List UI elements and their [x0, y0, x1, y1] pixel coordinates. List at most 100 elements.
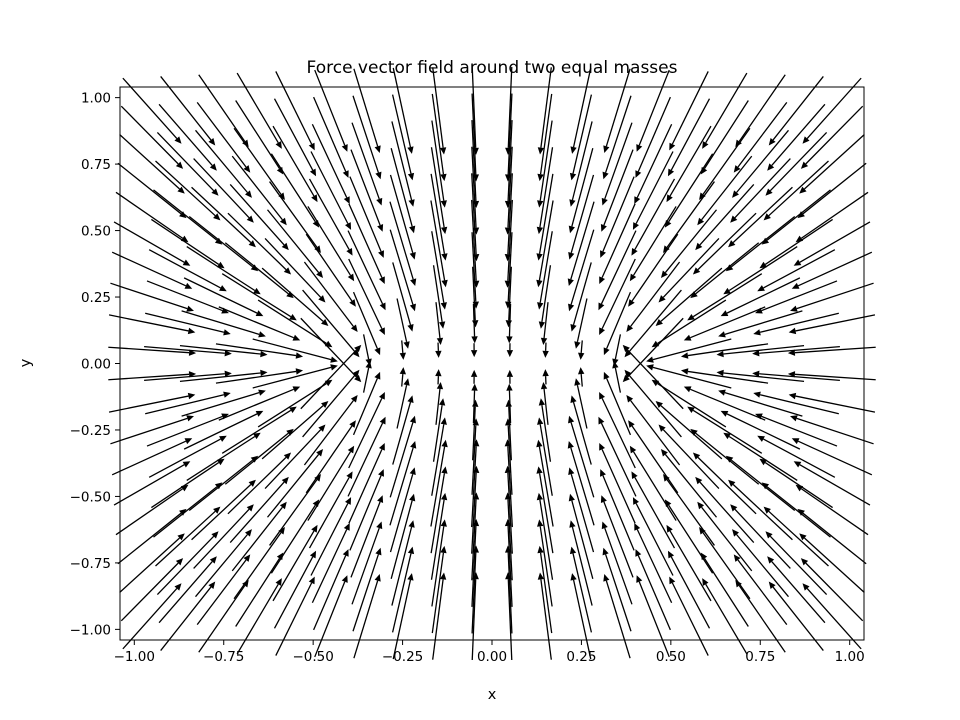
arrow-shaft — [111, 440, 187, 476]
arrow-shaft — [252, 338, 332, 361]
arrow-head — [664, 220, 672, 228]
field-arrow — [570, 395, 592, 465]
arrow-shaft — [570, 422, 595, 498]
arrow-head — [246, 504, 254, 512]
field-arrow — [574, 298, 588, 349]
arrow-shaft — [507, 199, 513, 281]
arrow-head — [666, 524, 673, 533]
arrow-shaft — [769, 535, 828, 595]
arrow-head — [683, 334, 692, 341]
arrow-head — [799, 186, 807, 194]
arrow-shaft — [310, 151, 349, 224]
arrow-head — [409, 467, 416, 476]
arrow-head — [440, 173, 447, 182]
arrow-shaft — [730, 459, 796, 511]
field-arrow — [787, 371, 876, 381]
arrow-shaft — [538, 200, 554, 281]
field-arrow — [432, 265, 446, 329]
field-arrow — [603, 291, 632, 356]
field-arrow — [787, 346, 876, 356]
arrow-shaft — [806, 77, 862, 139]
arrow-head — [542, 350, 549, 358]
arrow-shaft — [695, 242, 760, 295]
arrow-head — [209, 163, 217, 171]
x-tick-label: −0.50 — [292, 649, 333, 665]
field-arrow — [113, 221, 191, 266]
arrow-head — [723, 432, 731, 440]
arrow-shaft — [662, 237, 720, 298]
field-arrow — [695, 476, 755, 544]
field-arrow — [389, 201, 417, 287]
field-arrow — [115, 191, 189, 243]
field-arrow — [504, 146, 513, 235]
field-arrow — [569, 520, 593, 606]
arrow-head — [213, 506, 221, 514]
arrow-head — [697, 501, 705, 510]
field-arrow — [635, 96, 671, 178]
arrow-shaft — [705, 583, 748, 655]
field-arrow — [273, 98, 317, 177]
arrow-shaft — [160, 76, 212, 141]
arrow-head — [635, 170, 642, 178]
arrow-head — [409, 303, 416, 312]
field-arrow — [568, 148, 594, 234]
x-tick-label: −1.00 — [114, 649, 155, 665]
arrow-shaft — [627, 349, 684, 410]
arrow-shaft — [543, 388, 549, 425]
arrow-shaft — [726, 277, 801, 314]
arrow-head — [626, 394, 634, 403]
arrow-shaft — [571, 526, 593, 606]
arrow-shaft — [264, 237, 322, 298]
arrow-head — [350, 324, 358, 333]
arrow-head — [186, 305, 194, 312]
arrow-shaft — [601, 258, 636, 330]
arrow-head — [603, 347, 610, 356]
field-arrow — [188, 455, 259, 511]
arrow-shaft — [191, 484, 252, 541]
arrow-head — [250, 264, 259, 272]
arrow-head — [669, 576, 676, 585]
arrow-shaft — [392, 67, 412, 148]
arrow-head — [378, 327, 385, 336]
field-arrow — [757, 435, 836, 478]
arrow-head — [658, 424, 666, 432]
arrow-shaft — [236, 72, 279, 144]
arrow-head — [725, 455, 734, 463]
arrow-head — [379, 416, 386, 425]
arrow-head — [177, 533, 185, 541]
arrow-head — [720, 310, 729, 317]
arrow-head — [378, 250, 384, 258]
arrow-head — [260, 350, 268, 358]
field-arrow — [430, 466, 448, 554]
arrow-shaft — [119, 134, 181, 190]
arrow-shaft — [348, 449, 383, 524]
field-arrow — [723, 246, 798, 295]
arrow-shaft — [227, 456, 287, 515]
field-arrow — [471, 232, 479, 309]
x-tick-label: −0.25 — [382, 649, 423, 665]
arrow-shaft — [572, 553, 593, 633]
arrow-head — [506, 369, 514, 377]
arrow-shaft — [195, 534, 248, 598]
arrow-shaft — [144, 345, 225, 354]
field-arrow — [536, 439, 554, 527]
arrow-head — [260, 369, 268, 377]
field-arrow — [733, 554, 788, 625]
y-tick-label: 0.00 — [81, 357, 111, 373]
arrow-head — [376, 197, 383, 206]
arrow-head — [409, 493, 416, 502]
field-arrow — [569, 546, 593, 633]
arrow-shaft — [272, 530, 315, 602]
arrow-head — [624, 369, 632, 378]
field-arrow — [602, 95, 632, 180]
arrow-head — [177, 186, 185, 194]
arrow-shaft — [668, 504, 714, 574]
arrow-shaft — [802, 162, 867, 215]
field-arrow — [229, 183, 289, 251]
field-arrow — [505, 232, 513, 309]
arrow-head — [440, 226, 448, 235]
arrow-head — [757, 285, 765, 292]
arrow-head — [219, 435, 227, 442]
arrow-shaft — [803, 134, 865, 190]
arrow-head — [536, 466, 543, 474]
